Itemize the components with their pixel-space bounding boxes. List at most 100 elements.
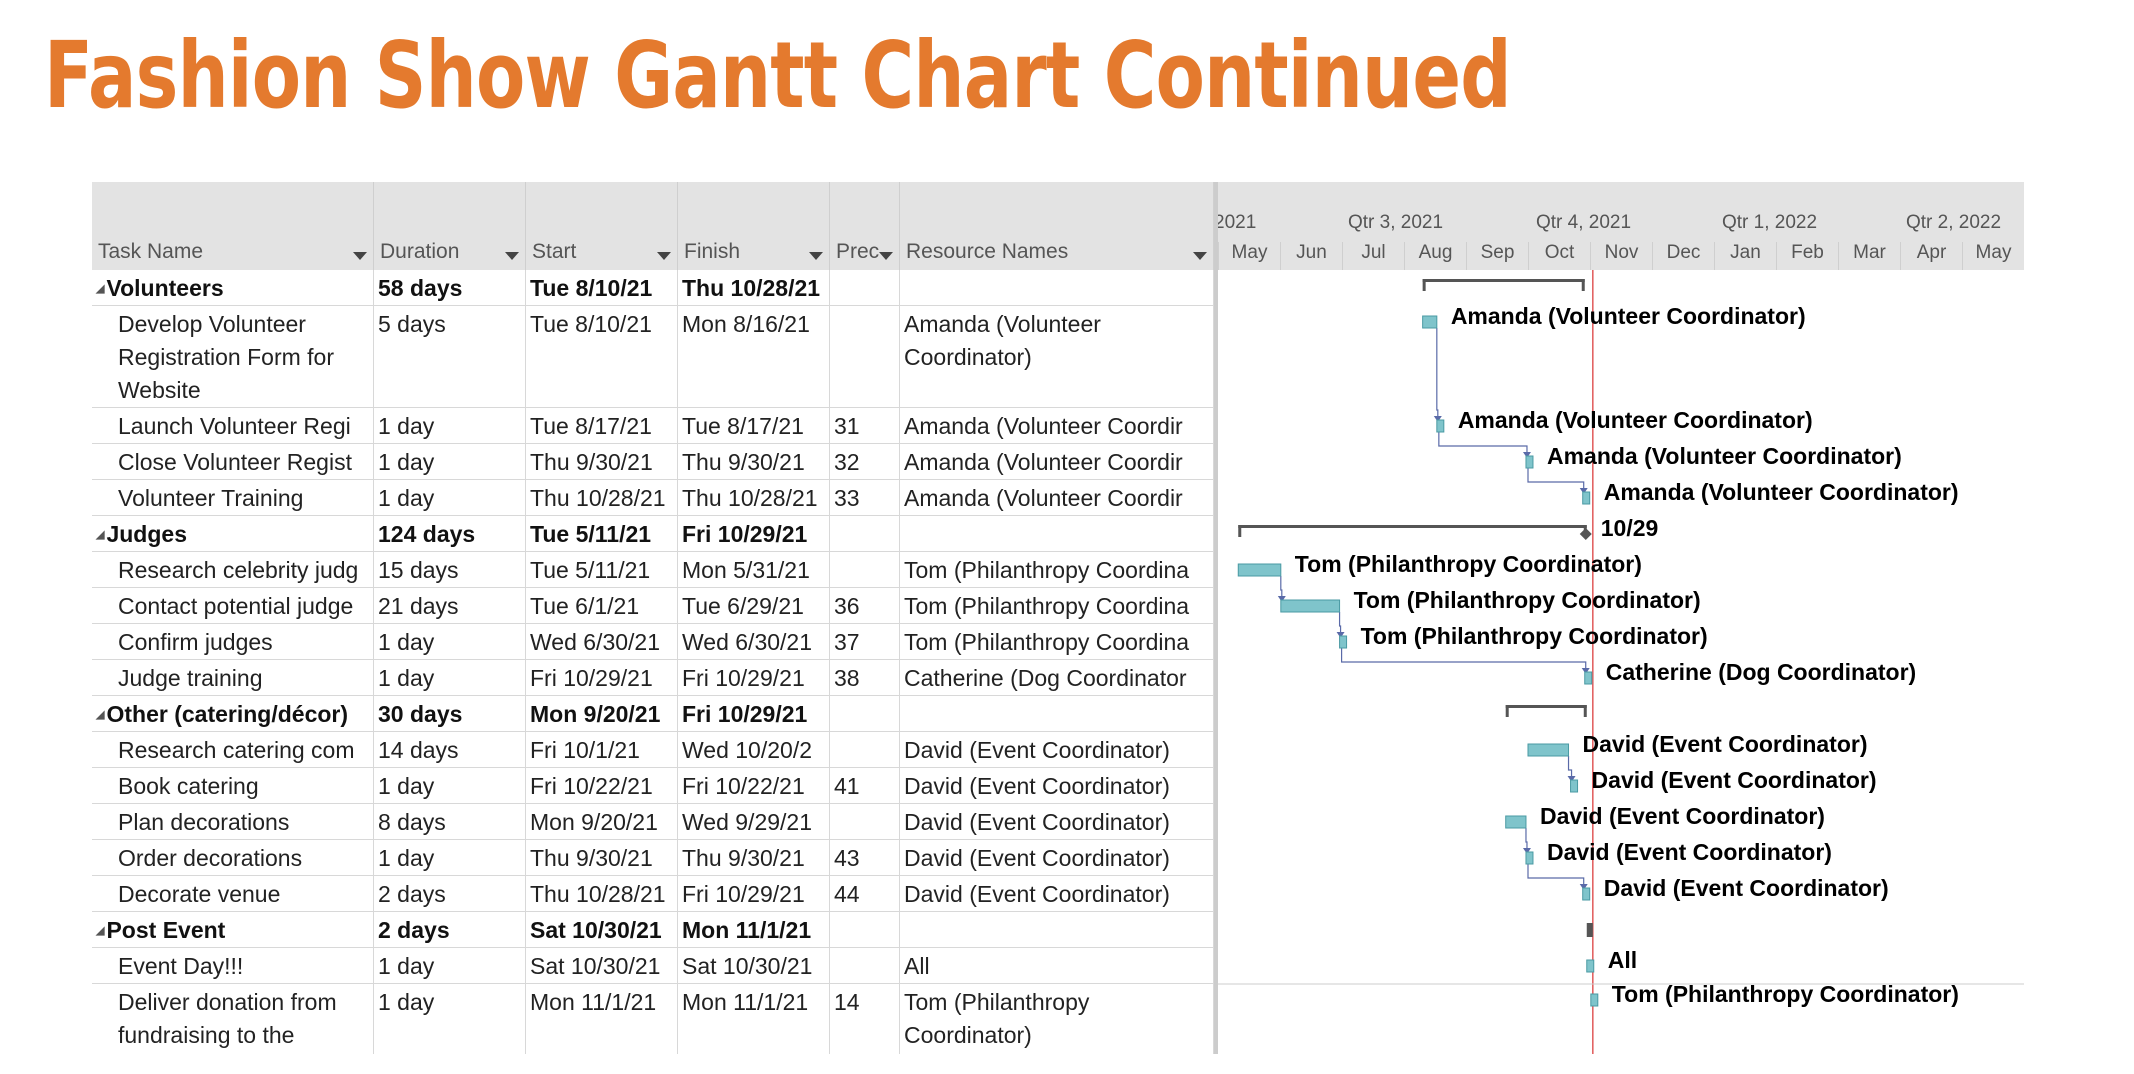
cell-start[interactable]: Mon 9/20/21 (526, 804, 678, 839)
cell-name[interactable]: Develop Volunteer Registration Form for … (92, 306, 374, 407)
cell-duration[interactable]: 124 days (374, 516, 526, 551)
cell-finish[interactable]: Wed 10/20/2 (678, 732, 830, 767)
cell-duration[interactable]: 2 days (374, 876, 526, 911)
cell-resources[interactable]: David (Event Coordinator) (900, 768, 1214, 803)
task-row[interactable]: Contact potential judge 21 days Tue 6/1/21… (92, 588, 1214, 624)
cell-start[interactable]: Thu 10/28/21 (526, 876, 678, 911)
column-header-duration[interactable]: Duration (374, 182, 526, 270)
cell-name[interactable]: Deliver donation from fundraising to the (92, 984, 374, 1054)
cell-finish[interactable]: Mon 11/1/21 (678, 912, 830, 947)
cell-duration[interactable]: 2 days (374, 912, 526, 947)
collapse-triangle-icon[interactable]: ◢ (96, 925, 105, 938)
cell-pred[interactable]: 14 (830, 984, 900, 1054)
cell-finish[interactable]: Mon 5/31/21 (678, 552, 830, 587)
task-row[interactable]: Research catering com 14 days Fri 10/1/21 W… (92, 732, 1214, 768)
cell-start[interactable]: Tue 8/10/21 (526, 306, 678, 407)
filter-dropdown-icon[interactable] (505, 252, 519, 260)
summary-task-row[interactable]: ◢Volunteers 58 days Tue 8/10/21 Thu 10/28/2… (92, 270, 1214, 306)
cell-duration[interactable]: 5 days (374, 306, 526, 407)
task-row[interactable]: Launch Volunteer Regi 1 day Tue 8/17/21 Tue… (92, 408, 1214, 444)
cell-duration[interactable]: 1 day (374, 444, 526, 479)
cell-resources[interactable]: Tom (Philanthropy Coordina (900, 624, 1214, 659)
summary-task-row[interactable]: ◢Judges 124 days Tue 5/11/21 Fri 10/29/21 (92, 516, 1214, 552)
cell-finish[interactable]: Thu 10/28/21 (678, 270, 830, 305)
cell-name[interactable]: Decorate venue (92, 876, 374, 911)
task-row[interactable]: Close Volunteer Regist 1 day Thu 9/30/21 Th… (92, 444, 1214, 480)
cell-resources[interactable]: David (Event Coordinator) (900, 732, 1214, 767)
cell-resources[interactable]: Catherine (Dog Coordinator (900, 660, 1214, 695)
cell-start[interactable]: Tue 8/17/21 (526, 408, 678, 443)
cell-start[interactable]: Sat 10/30/21 (526, 912, 678, 947)
cell-resources[interactable]: Amanda (Volunteer Coordir (900, 408, 1214, 443)
cell-resources[interactable]: Amanda (Volunteer Coordir (900, 444, 1214, 479)
cell-pred[interactable] (830, 912, 900, 947)
cell-duration[interactable]: 1 day (374, 660, 526, 695)
cell-name[interactable]: Order decorations (92, 840, 374, 875)
cell-duration[interactable]: 1 day (374, 948, 526, 983)
cell-duration[interactable]: 1 day (374, 768, 526, 803)
cell-pred[interactable]: 37 (830, 624, 900, 659)
cell-pred[interactable]: 31 (830, 408, 900, 443)
cell-duration[interactable]: 1 day (374, 408, 526, 443)
cell-pred[interactable] (830, 948, 900, 983)
cell-start[interactable]: Fri 10/29/21 (526, 660, 678, 695)
cell-duration[interactable]: 30 days (374, 696, 526, 731)
cell-resources[interactable]: Amanda (Volunteer Coordinator) (900, 306, 1214, 407)
cell-name[interactable]: Plan decorations (92, 804, 374, 839)
cell-finish[interactable]: Fri 10/29/21 (678, 516, 830, 551)
summary-task-row[interactable]: ◢Other (catering/décor) 30 days Mon 9/20/2… (92, 696, 1214, 732)
cell-pred[interactable]: 32 (830, 444, 900, 479)
cell-resources[interactable] (900, 912, 1214, 947)
cell-name[interactable]: Event Day!!! (92, 948, 374, 983)
task-row[interactable]: Deliver donation from fundraising to the… (92, 984, 1214, 1054)
cell-start[interactable]: Tue 8/10/21 (526, 270, 678, 305)
cell-duration[interactable]: 1 day (374, 624, 526, 659)
cell-pred[interactable] (830, 516, 900, 551)
task-row[interactable]: Decorate venue 2 days Thu 10/28/21 Fri 10/2… (92, 876, 1214, 912)
cell-start[interactable]: Wed 6/30/21 (526, 624, 678, 659)
cell-name[interactable]: ◢Volunteers (92, 270, 374, 305)
cell-finish[interactable]: Fri 10/29/21 (678, 696, 830, 731)
task-row[interactable]: Confirm judges 1 day Wed 6/30/21 Wed 6/30/2… (92, 624, 1214, 660)
cell-finish[interactable]: Fri 10/29/21 (678, 660, 830, 695)
cell-finish[interactable]: Tue 8/17/21 (678, 408, 830, 443)
task-row[interactable]: Book catering 1 day Fri 10/22/21 Fri 10/22/… (92, 768, 1214, 804)
summary-task-row[interactable]: ◢Post Event 2 days Sat 10/30/21 Mon 11/1/21 (92, 912, 1214, 948)
cell-start[interactable]: Thu 10/28/21 (526, 480, 678, 515)
cell-name[interactable]: Judge training (92, 660, 374, 695)
cell-pred[interactable] (830, 306, 900, 407)
cell-name[interactable]: Contact potential judge (92, 588, 374, 623)
cell-name[interactable]: ◢Judges (92, 516, 374, 551)
column-header-prec[interactable]: Prec (830, 182, 900, 270)
cell-duration[interactable]: 58 days (374, 270, 526, 305)
column-header-start[interactable]: Start (526, 182, 678, 270)
cell-start[interactable]: Fri 10/1/21 (526, 732, 678, 767)
cell-duration[interactable]: 15 days (374, 552, 526, 587)
cell-start[interactable]: Tue 5/11/21 (526, 516, 678, 551)
cell-finish[interactable]: Fri 10/22/21 (678, 768, 830, 803)
cell-finish[interactable]: Tue 6/29/21 (678, 588, 830, 623)
cell-name[interactable]: Research celebrity judg (92, 552, 374, 587)
cell-name[interactable]: Confirm judges (92, 624, 374, 659)
task-row[interactable]: Order decorations 1 day Thu 9/30/21 Thu 9/3… (92, 840, 1214, 876)
cell-name[interactable]: Volunteer Training (92, 480, 374, 515)
task-row[interactable]: Volunteer Training 1 day Thu 10/28/21 Thu 1… (92, 480, 1214, 516)
cell-start[interactable]: Mon 9/20/21 (526, 696, 678, 731)
cell-name[interactable]: Book catering (92, 768, 374, 803)
filter-dropdown-icon[interactable] (809, 252, 823, 260)
cell-start[interactable]: Thu 9/30/21 (526, 840, 678, 875)
collapse-triangle-icon[interactable]: ◢ (96, 283, 105, 296)
filter-dropdown-icon[interactable] (657, 252, 671, 260)
filter-dropdown-icon[interactable] (879, 252, 893, 260)
cell-finish[interactable]: Thu 9/30/21 (678, 840, 830, 875)
task-row[interactable]: Research celebrity judg 15 days Tue 5/11/2… (92, 552, 1214, 588)
cell-duration[interactable]: 14 days (374, 732, 526, 767)
column-header-task-name[interactable]: Task Name (92, 182, 374, 270)
cell-finish[interactable]: Thu 9/30/21 (678, 444, 830, 479)
cell-pred[interactable]: 41 (830, 768, 900, 803)
cell-pred[interactable]: 33 (830, 480, 900, 515)
cell-finish[interactable]: Wed 9/29/21 (678, 804, 830, 839)
task-row[interactable]: Event Day!!! 1 day Sat 10/30/21 Sat 10/30/2… (92, 948, 1214, 984)
cell-name[interactable]: ◢Other (catering/décor) (92, 696, 374, 731)
cell-pred[interactable] (830, 696, 900, 731)
